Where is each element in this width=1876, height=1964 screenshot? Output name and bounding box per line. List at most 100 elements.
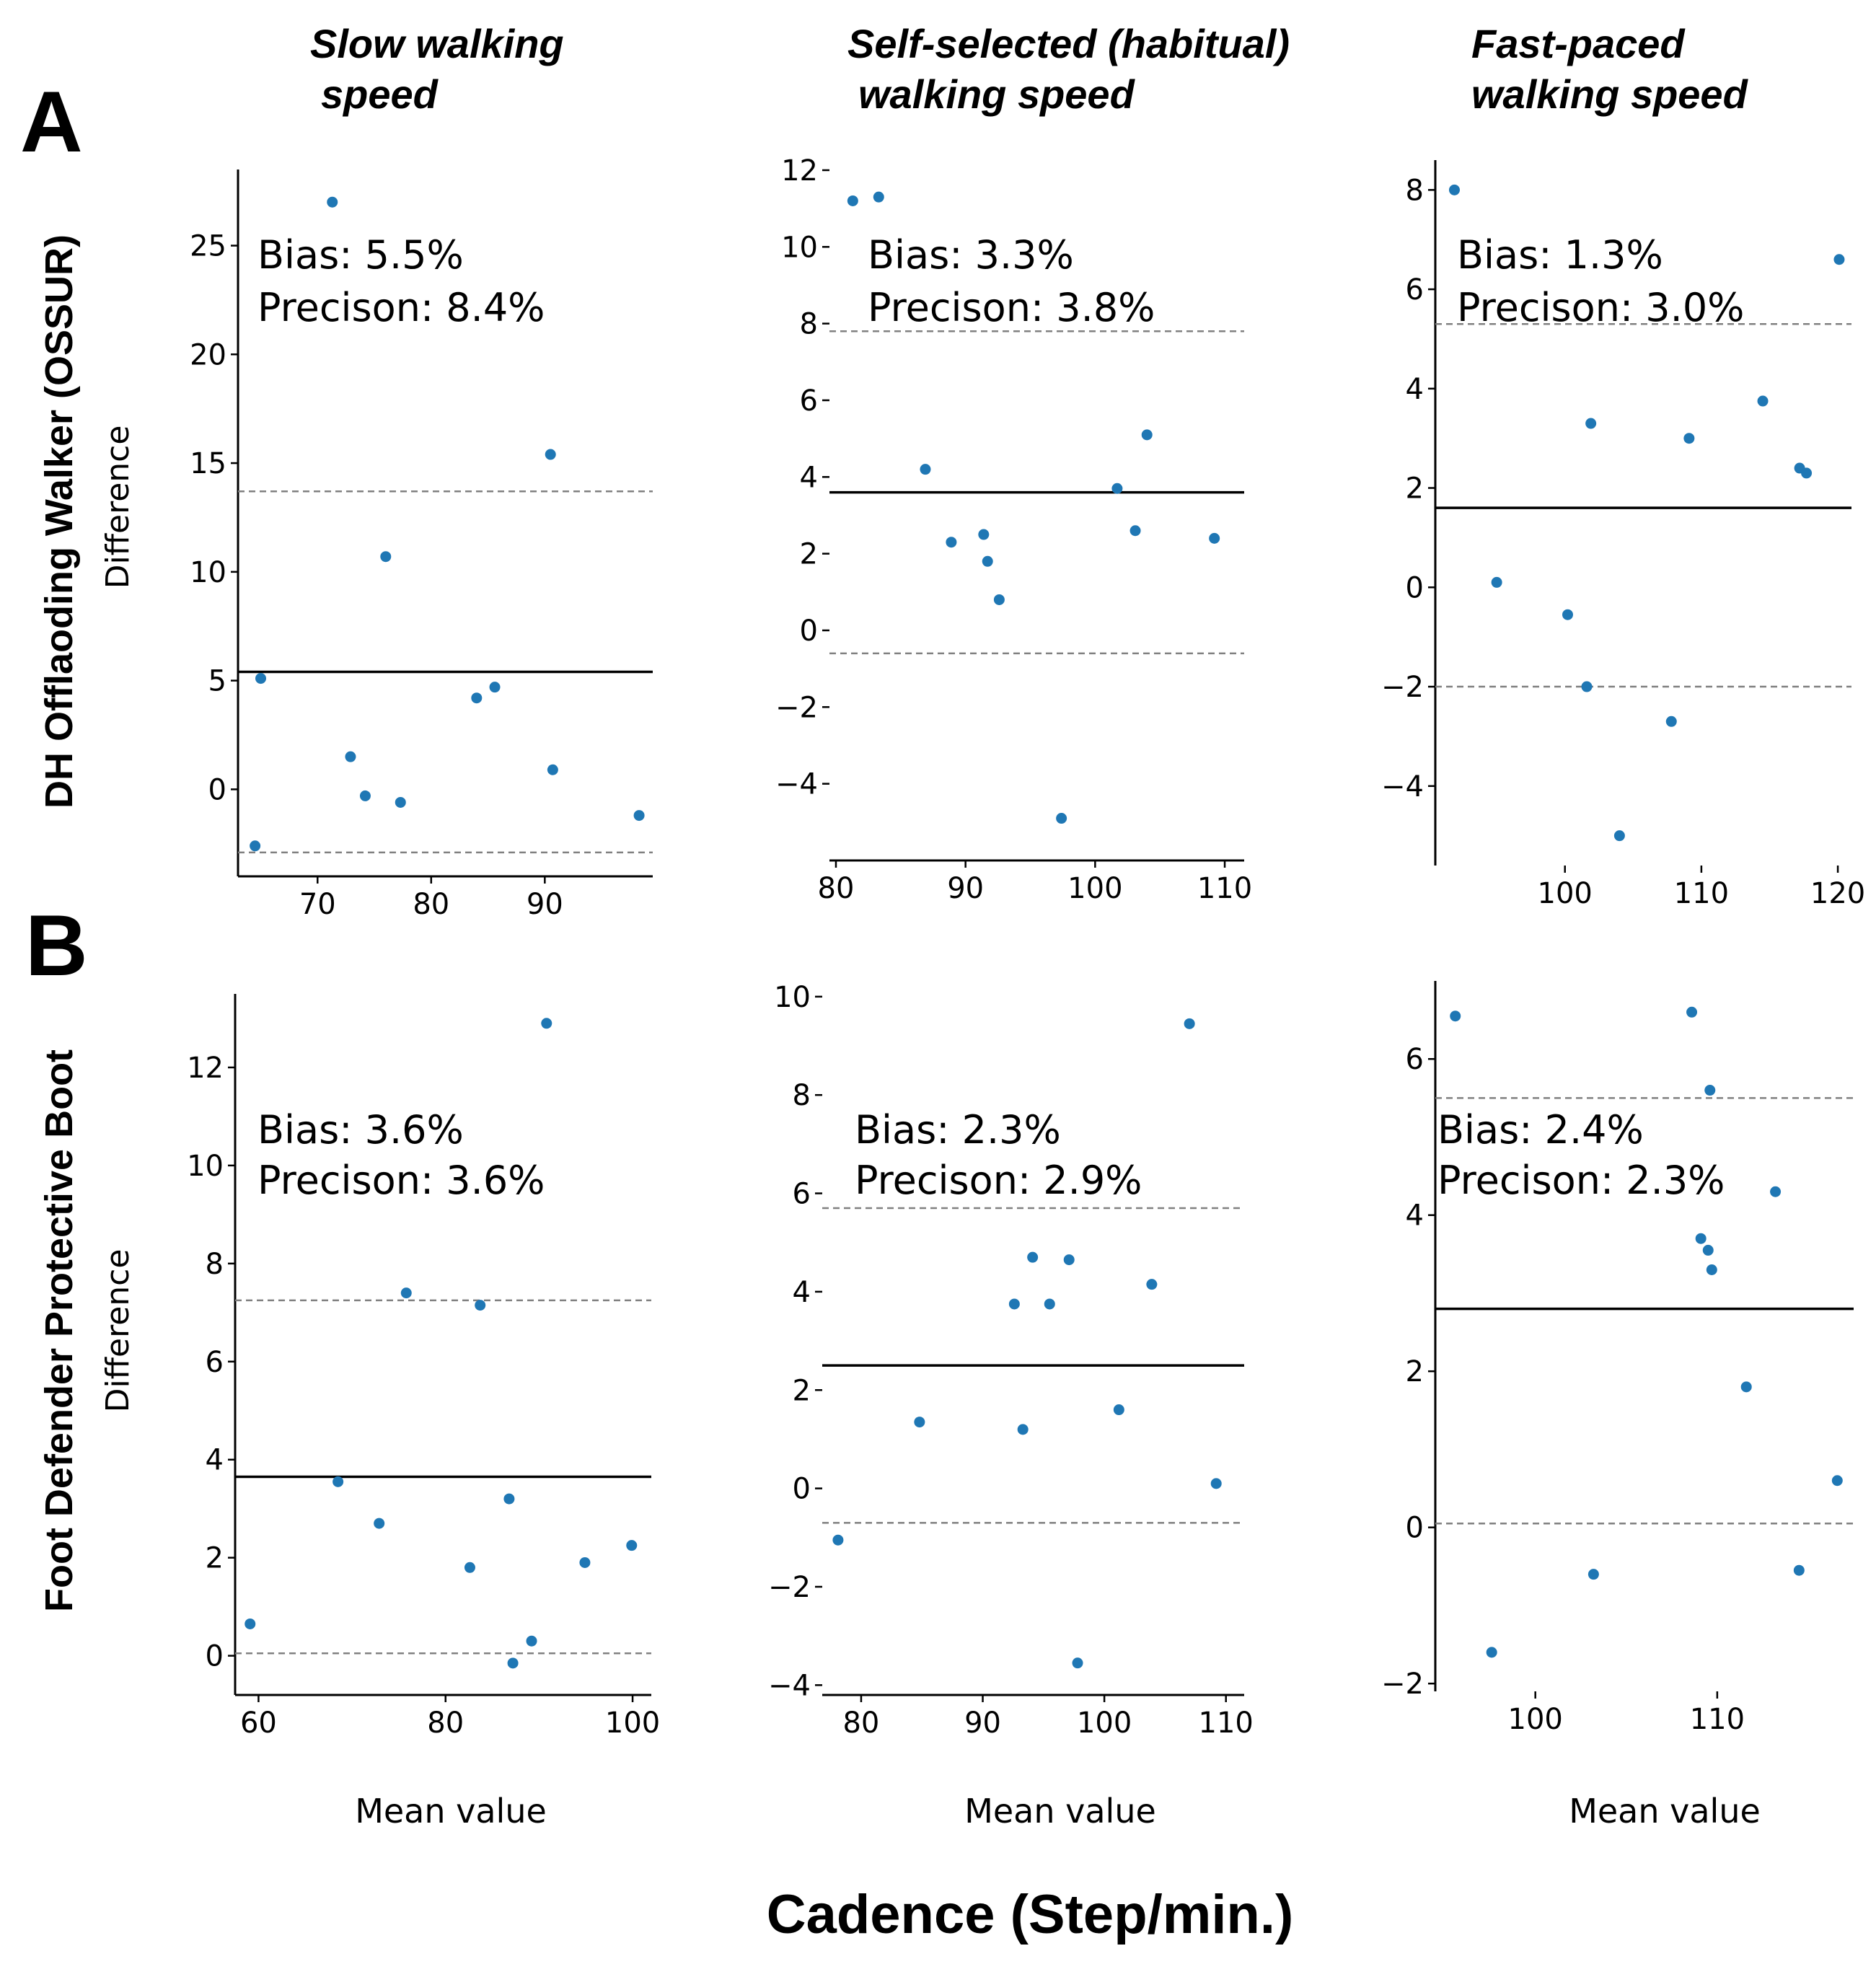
x-tick-label: 90 xyxy=(527,888,563,921)
precision-annotation: Precison: 8.4% xyxy=(257,285,545,330)
y-tick-label: 0 xyxy=(800,615,818,648)
panel-letter-a: A xyxy=(20,74,83,170)
y-tick-label: 6 xyxy=(206,1346,224,1379)
y-tick-label: 25 xyxy=(190,230,226,263)
precision-annotation: Precison: 2.9% xyxy=(855,1158,1142,1203)
x-tick-label: 80 xyxy=(427,1707,464,1740)
col-title-self-line1: Self-selected (habitual) xyxy=(847,21,1290,66)
data-point xyxy=(1129,525,1141,537)
y-tick-label: 4 xyxy=(1406,373,1424,406)
precision-annotation: Precison: 3.6% xyxy=(257,1158,545,1203)
data-point xyxy=(345,751,356,762)
data-point xyxy=(1695,1233,1707,1244)
y-tick-label: 5 xyxy=(208,665,226,698)
y-tick-label: 0 xyxy=(1406,571,1424,604)
bias-annotation: Bias: 3.3% xyxy=(868,232,1074,278)
y-tick-label: 10 xyxy=(187,1150,224,1183)
y-tick-label: 8 xyxy=(793,1079,811,1112)
y-tick-label: −2 xyxy=(768,1571,811,1604)
x-tick-label: 100 xyxy=(1067,872,1122,905)
row-label-boot: Foot Defender Protective Boot xyxy=(38,1049,81,1612)
y-tick-label: −2 xyxy=(775,691,818,724)
data-point xyxy=(1209,532,1220,544)
data-point xyxy=(545,449,556,460)
data-point xyxy=(327,196,338,208)
panel-letter-b: B xyxy=(25,897,88,994)
y-tick-label: 0 xyxy=(208,773,226,806)
y-axis-label-row-a: Difference xyxy=(100,426,136,589)
data-point xyxy=(1706,1264,1717,1275)
col-title-fast-line1: Fast-paced xyxy=(1471,21,1686,66)
data-point xyxy=(395,796,406,808)
data-point xyxy=(1831,1475,1843,1487)
x-tick-label: 110 xyxy=(1674,877,1729,910)
y-tick-label: 12 xyxy=(187,1052,224,1085)
data-point xyxy=(982,555,993,567)
y-tick-label: 10 xyxy=(781,231,818,264)
data-point xyxy=(1770,1186,1782,1197)
y-tick-label: 4 xyxy=(206,1444,224,1477)
y-tick-label: 8 xyxy=(206,1248,224,1281)
data-point xyxy=(503,1493,515,1505)
data-point xyxy=(333,1476,344,1487)
y-tick-label: 20 xyxy=(190,338,226,371)
x-tick-label: 80 xyxy=(413,888,449,921)
y-tick-label: 6 xyxy=(1406,1043,1424,1076)
data-point xyxy=(245,1618,256,1629)
data-point xyxy=(1448,184,1460,195)
overall-x-axis-label: Cadence (Step/min.) xyxy=(767,1884,1294,1945)
data-point xyxy=(1833,254,1845,265)
data-point xyxy=(633,810,645,822)
precision-annotation: Precison: 3.0% xyxy=(1457,285,1745,330)
data-point xyxy=(1113,1404,1124,1416)
col-title-self-line2: walking speed xyxy=(858,71,1136,117)
y-axis-label-row-b: Difference xyxy=(100,1249,136,1413)
x-axis-label-slow: Mean value xyxy=(355,1792,547,1831)
data-point xyxy=(374,1518,385,1529)
row-label-walker: DH Offlaoding Walker (OSSUR) xyxy=(38,234,81,809)
y-tick-label: 6 xyxy=(793,1178,811,1211)
chart-b3: −2 0 2 4 6 100 110 Bias: 2.4% Precison: 2.3% xyxy=(1381,981,1854,1736)
data-point xyxy=(978,529,990,540)
data-point xyxy=(1665,715,1677,727)
y-tick-label: −4 xyxy=(775,768,818,801)
y-tick-label: 8 xyxy=(800,308,818,341)
y-tick-label: 2 xyxy=(793,1374,811,1407)
data-point xyxy=(475,1300,486,1311)
data-point xyxy=(1146,1279,1158,1290)
data-point xyxy=(1184,1018,1195,1029)
data-point xyxy=(1017,1424,1029,1435)
x-tick-label: 90 xyxy=(964,1707,1001,1740)
y-tick-label: 15 xyxy=(190,447,226,480)
chart-a1: 0 5 10 15 20 25 70 80 90 Bias: 5.5% Precison: 8.4% xyxy=(190,169,653,921)
y-tick-label: 12 xyxy=(781,154,818,188)
data-point xyxy=(1210,1478,1222,1489)
y-tick-label: 6 xyxy=(1406,273,1424,307)
data-point xyxy=(1063,1254,1075,1266)
y-tick-label: 0 xyxy=(793,1473,811,1506)
data-point xyxy=(873,191,884,203)
data-point xyxy=(1486,1647,1497,1658)
y-tick-label: 10 xyxy=(774,981,811,1014)
y-tick-label: 0 xyxy=(206,1640,224,1673)
x-tick-label: 80 xyxy=(818,872,855,905)
data-point xyxy=(579,1556,591,1568)
y-tick-label: −2 xyxy=(1381,1668,1424,1701)
y-tick-label: 2 xyxy=(800,538,818,571)
data-point xyxy=(1587,1569,1599,1580)
y-tick-label: −2 xyxy=(1381,671,1424,704)
data-point xyxy=(1111,483,1123,494)
x-axis-label-fast: Mean value xyxy=(1569,1792,1761,1831)
col-title-slow-line1: Slow walking xyxy=(310,21,564,66)
y-tick-label: −4 xyxy=(768,1669,811,1702)
data-point xyxy=(1757,395,1769,407)
y-tick-label: 2 xyxy=(206,1542,224,1575)
data-point xyxy=(1581,681,1593,692)
col-title-fast-line2: walking speed xyxy=(1471,71,1749,117)
col-title-slow-line2: speed xyxy=(321,71,439,117)
data-point xyxy=(1683,433,1695,444)
data-point xyxy=(914,1417,925,1428)
data-point xyxy=(1801,467,1813,479)
